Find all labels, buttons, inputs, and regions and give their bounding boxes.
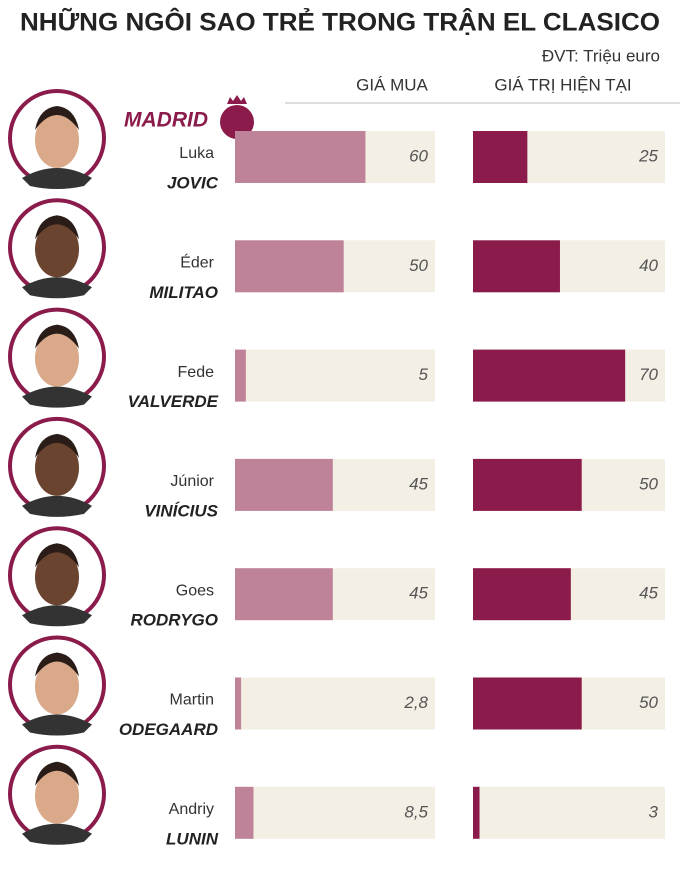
bar	[473, 131, 528, 183]
first-name: Éder	[180, 253, 214, 272]
last-name: ODEGAARD	[119, 720, 218, 739]
first-name: Fede	[178, 364, 215, 381]
unit-note: ĐVT: Triệu euro	[542, 46, 660, 65]
shirt	[22, 823, 92, 845]
first-name: Andriy	[169, 801, 214, 818]
last-name: VINÍCIUS	[144, 501, 218, 520]
face	[35, 330, 79, 387]
player-photo	[8, 198, 106, 299]
last-name: JOVIC	[167, 173, 219, 192]
last-name: LUNIN	[166, 829, 219, 848]
shirt	[22, 605, 92, 627]
bar	[473, 677, 582, 730]
player-photo	[8, 635, 106, 736]
first-name: Luka	[179, 145, 214, 162]
bar	[473, 786, 480, 839]
face	[35, 221, 79, 278]
hair	[35, 215, 79, 240]
bar	[473, 349, 626, 402]
bar	[235, 349, 246, 402]
bar	[473, 568, 571, 621]
value-label: 45	[409, 584, 428, 603]
shirt	[22, 495, 92, 517]
crest	[220, 95, 254, 139]
series-header: GIÁ MUA	[356, 75, 428, 94]
bar-track	[235, 349, 435, 402]
bar-track	[473, 786, 665, 839]
hair	[35, 652, 79, 677]
bar	[473, 458, 582, 511]
face	[35, 439, 79, 496]
bar	[235, 568, 333, 621]
value-label: 40	[639, 256, 658, 275]
player-photo	[8, 744, 106, 845]
bar	[235, 677, 242, 730]
player-photo	[8, 89, 106, 189]
hair	[35, 433, 79, 458]
last-name: RODRYGO	[130, 611, 218, 630]
face	[35, 112, 79, 168]
value-label: 5	[419, 365, 429, 384]
bar	[473, 240, 560, 293]
last-name: MILITAO	[149, 283, 218, 302]
bar	[235, 458, 333, 511]
value-label: 8,5	[404, 802, 428, 821]
player-photo	[8, 416, 106, 517]
bar-track	[235, 677, 435, 730]
chart-title: NHỮNG NGÔI SAO TRẺ TRONG TRẬN EL CLASICO	[20, 7, 660, 37]
player-photo	[8, 526, 106, 627]
team-label: MADRID	[124, 109, 208, 132]
shirt	[22, 168, 92, 189]
value-label: 25	[638, 146, 658, 165]
value-label: 50	[409, 256, 428, 275]
value-label: 45	[639, 584, 658, 603]
value-label: 3	[649, 802, 659, 821]
value-label: 60	[409, 146, 428, 165]
last-name: VALVERDE	[128, 392, 219, 411]
value-label: 50	[639, 693, 658, 712]
hair	[35, 761, 79, 786]
face	[35, 767, 79, 824]
bar-track	[235, 786, 435, 839]
bar	[235, 786, 254, 839]
player-photo	[8, 307, 106, 408]
first-name: Júnior	[170, 473, 214, 490]
face	[35, 658, 79, 715]
value-label: 50	[639, 474, 658, 493]
face	[35, 549, 79, 606]
hair	[35, 324, 79, 349]
shirt	[22, 714, 92, 736]
bar	[235, 240, 344, 293]
hair	[35, 106, 79, 130]
hair	[35, 543, 79, 568]
bar	[235, 131, 366, 183]
first-name: Martin	[170, 692, 214, 709]
shirt	[22, 386, 92, 408]
value-label: 45	[409, 474, 428, 493]
first-name: Goes	[176, 582, 214, 599]
series-header: GIÁ TRỊ HIỆN TẠI	[494, 75, 631, 94]
shirt	[22, 277, 92, 299]
value-label: 2,8	[403, 693, 428, 712]
value-label: 70	[639, 365, 658, 384]
